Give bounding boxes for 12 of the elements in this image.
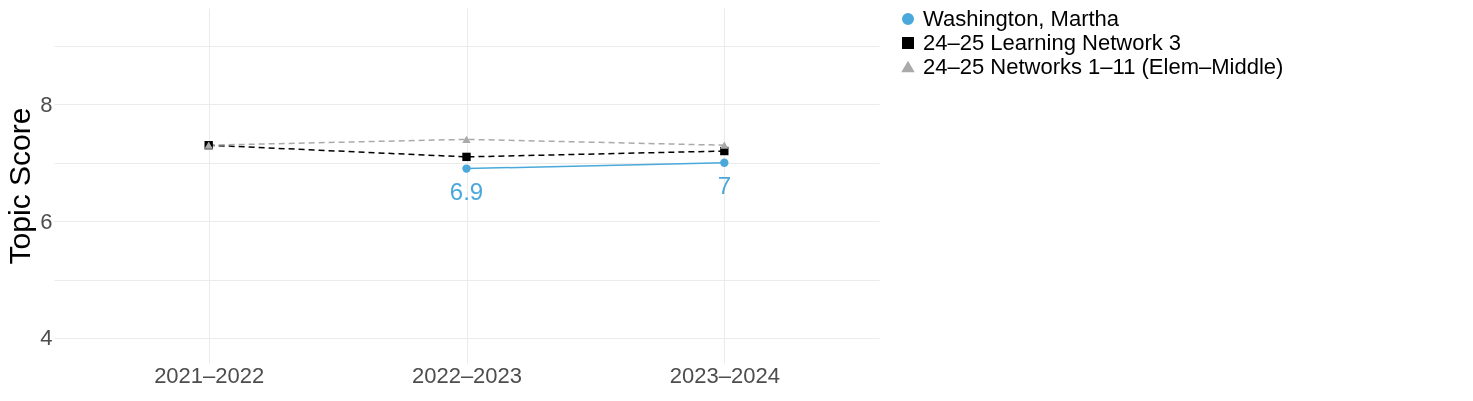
- data-label: 7: [717, 171, 731, 199]
- legend-label: 24–25 Learning Network 3: [923, 30, 1182, 55]
- x-tick-label: 2021–2022: [154, 362, 265, 388]
- legend-label: 24–25 Networks 1–11 (Elem–Middle): [923, 54, 1284, 79]
- x-tick-label: 2022–2023: [411, 362, 523, 388]
- data-label: 6.9: [449, 177, 484, 205]
- y-tick-label: 4: [40, 325, 53, 351]
- y-axis-title: Topic Score: [3, 107, 37, 265]
- legend-label: Washington, Martha: [923, 6, 1120, 31]
- x-tick-label: 2023–2024: [669, 362, 780, 388]
- y-tick-label: 8: [40, 91, 53, 117]
- y-tick-label: 6: [40, 208, 53, 234]
